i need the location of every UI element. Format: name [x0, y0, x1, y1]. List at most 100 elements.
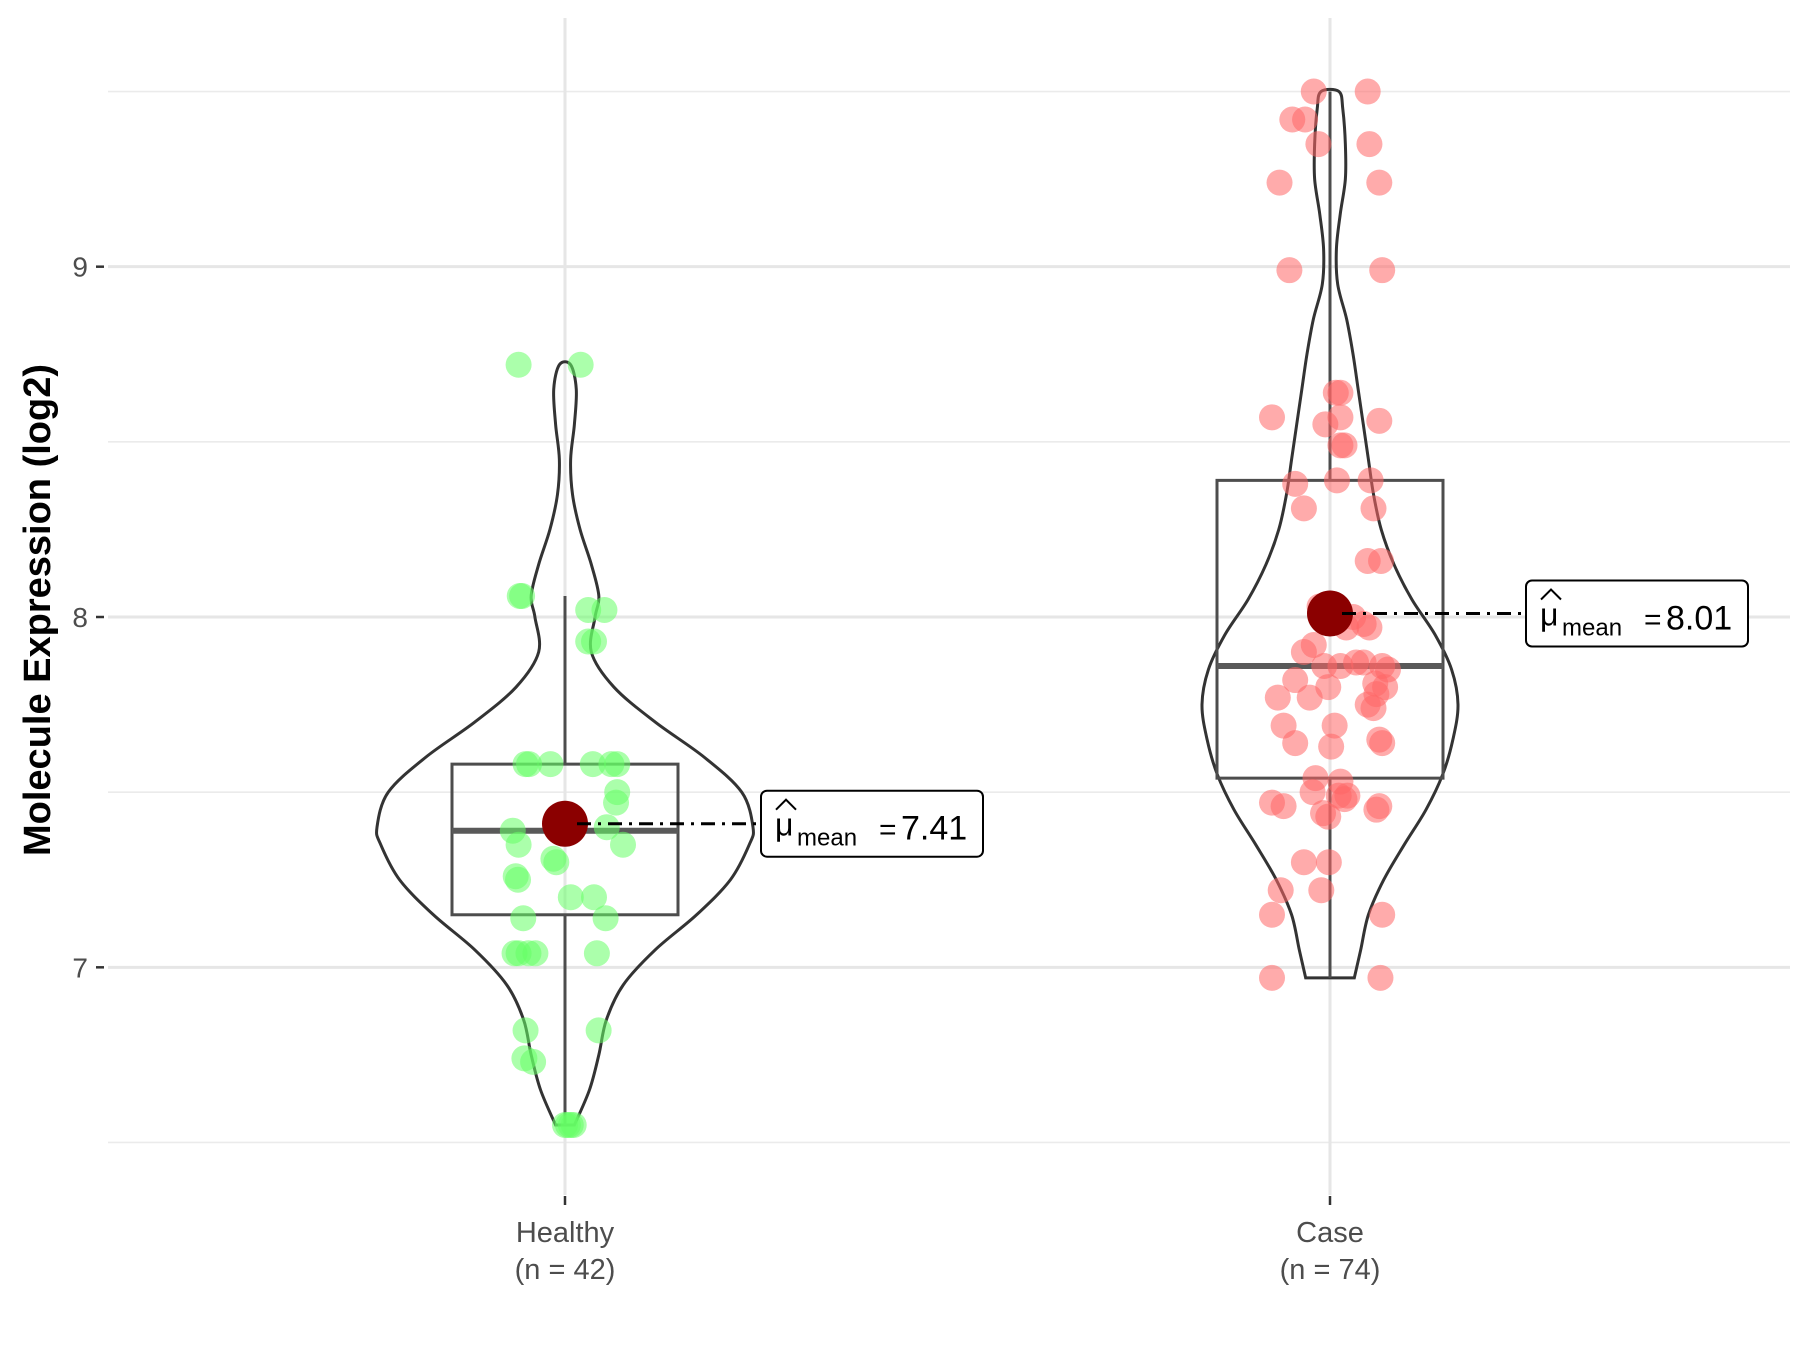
data-point — [1367, 964, 1394, 991]
data-point — [604, 751, 631, 778]
data-point — [520, 1048, 547, 1075]
data-point — [1290, 639, 1317, 666]
data-point — [1292, 106, 1319, 133]
data-point — [583, 940, 610, 967]
points-layer — [499, 78, 1401, 1138]
data-point — [1264, 684, 1291, 711]
data-point — [1350, 649, 1377, 676]
data-point — [557, 884, 584, 911]
data-point — [1276, 257, 1303, 284]
data-point — [552, 1111, 578, 1138]
data-point — [512, 1017, 539, 1044]
mean-subscript: mean — [797, 825, 857, 852]
violin-1 — [1200, 87, 1460, 980]
data-point — [537, 751, 564, 778]
data-point — [1282, 667, 1309, 694]
data-point — [1259, 964, 1285, 991]
data-point — [505, 866, 532, 893]
y-tick-label: 9 — [72, 252, 88, 283]
x-tick-label-name: Case — [1296, 1217, 1364, 1249]
mean-hat — [775, 798, 797, 811]
data-point — [1356, 131, 1383, 158]
data-point — [593, 814, 620, 841]
mean-subscript: mean — [1562, 614, 1622, 641]
data-point — [1331, 786, 1358, 813]
data-point — [1368, 547, 1395, 574]
data-point — [1366, 169, 1393, 196]
data-point — [516, 751, 543, 778]
data-point — [1315, 803, 1342, 830]
data-point — [1363, 796, 1390, 823]
data-point — [1299, 779, 1326, 806]
mean-label-box — [760, 789, 984, 858]
data-point — [505, 831, 532, 858]
data-point — [505, 351, 532, 378]
data-point — [506, 582, 533, 609]
data-point — [543, 849, 570, 876]
data-point — [1331, 432, 1358, 459]
data-point — [1282, 470, 1309, 497]
data-point — [1350, 611, 1377, 638]
mean-label-box — [1525, 579, 1749, 648]
data-point — [581, 884, 607, 911]
x-tick-label-count: (n = 74) — [1280, 1254, 1381, 1286]
data-point — [1366, 407, 1393, 434]
data-point — [1312, 411, 1339, 438]
axis-layer: 7 8 9 Healthy (n = 42) Case (n = 74) — [72, 252, 1380, 1286]
data-point — [610, 831, 636, 858]
data-point — [603, 789, 630, 816]
data-point — [1290, 849, 1317, 876]
y-axis-label: Molecule Expression (log2) — [17, 364, 59, 856]
data-point — [1369, 901, 1396, 928]
mean-value: 7.41 — [901, 810, 967, 848]
y-tick-label: 8 — [72, 602, 88, 633]
data-point — [1270, 793, 1297, 820]
data-point — [1372, 674, 1399, 701]
data-point — [1308, 877, 1335, 904]
data-point — [1321, 712, 1348, 739]
data-point — [1266, 169, 1293, 196]
data-point — [1318, 733, 1345, 760]
violin-layer — [375, 87, 1460, 1127]
mean-value: 8.01 — [1666, 599, 1732, 637]
data-point — [1357, 467, 1384, 494]
data-point — [1296, 684, 1323, 711]
data-point — [1259, 901, 1285, 928]
data-point — [1290, 495, 1317, 522]
data-point — [1282, 730, 1309, 757]
mean-symbol: μ — [775, 807, 793, 843]
data-point — [1354, 691, 1381, 718]
data-point — [591, 596, 618, 623]
data-point — [1323, 467, 1350, 494]
data-point — [522, 940, 549, 967]
data-point — [1305, 131, 1332, 158]
data-point — [510, 905, 537, 932]
mean-point — [1307, 590, 1353, 637]
data-point — [1267, 877, 1294, 904]
x-tick-label-count: (n = 42) — [515, 1254, 616, 1286]
mean-symbol: μ — [1540, 596, 1558, 632]
data-point — [1369, 257, 1396, 284]
x-tick-label-name: Healthy — [516, 1217, 615, 1249]
data-point — [585, 1017, 612, 1044]
data-point — [1300, 78, 1327, 105]
data-point — [1354, 78, 1381, 105]
mean-layer: μ mean = 7.41μ mean = 8.01 — [542, 579, 1749, 858]
iqr-box — [450, 762, 680, 917]
mean-equals: = — [879, 814, 897, 847]
data-point — [592, 905, 619, 932]
data-point — [1327, 379, 1354, 406]
violin-0 — [375, 360, 755, 1127]
data-point — [567, 351, 594, 378]
y-tick-label: 7 — [72, 952, 88, 983]
data-point — [1360, 495, 1387, 522]
data-point — [579, 751, 606, 778]
mean-point — [542, 800, 588, 847]
mean-hat — [1540, 588, 1562, 601]
data-point — [581, 628, 607, 655]
data-point — [1315, 849, 1342, 876]
data-point — [1259, 404, 1285, 431]
data-point — [1369, 730, 1396, 757]
